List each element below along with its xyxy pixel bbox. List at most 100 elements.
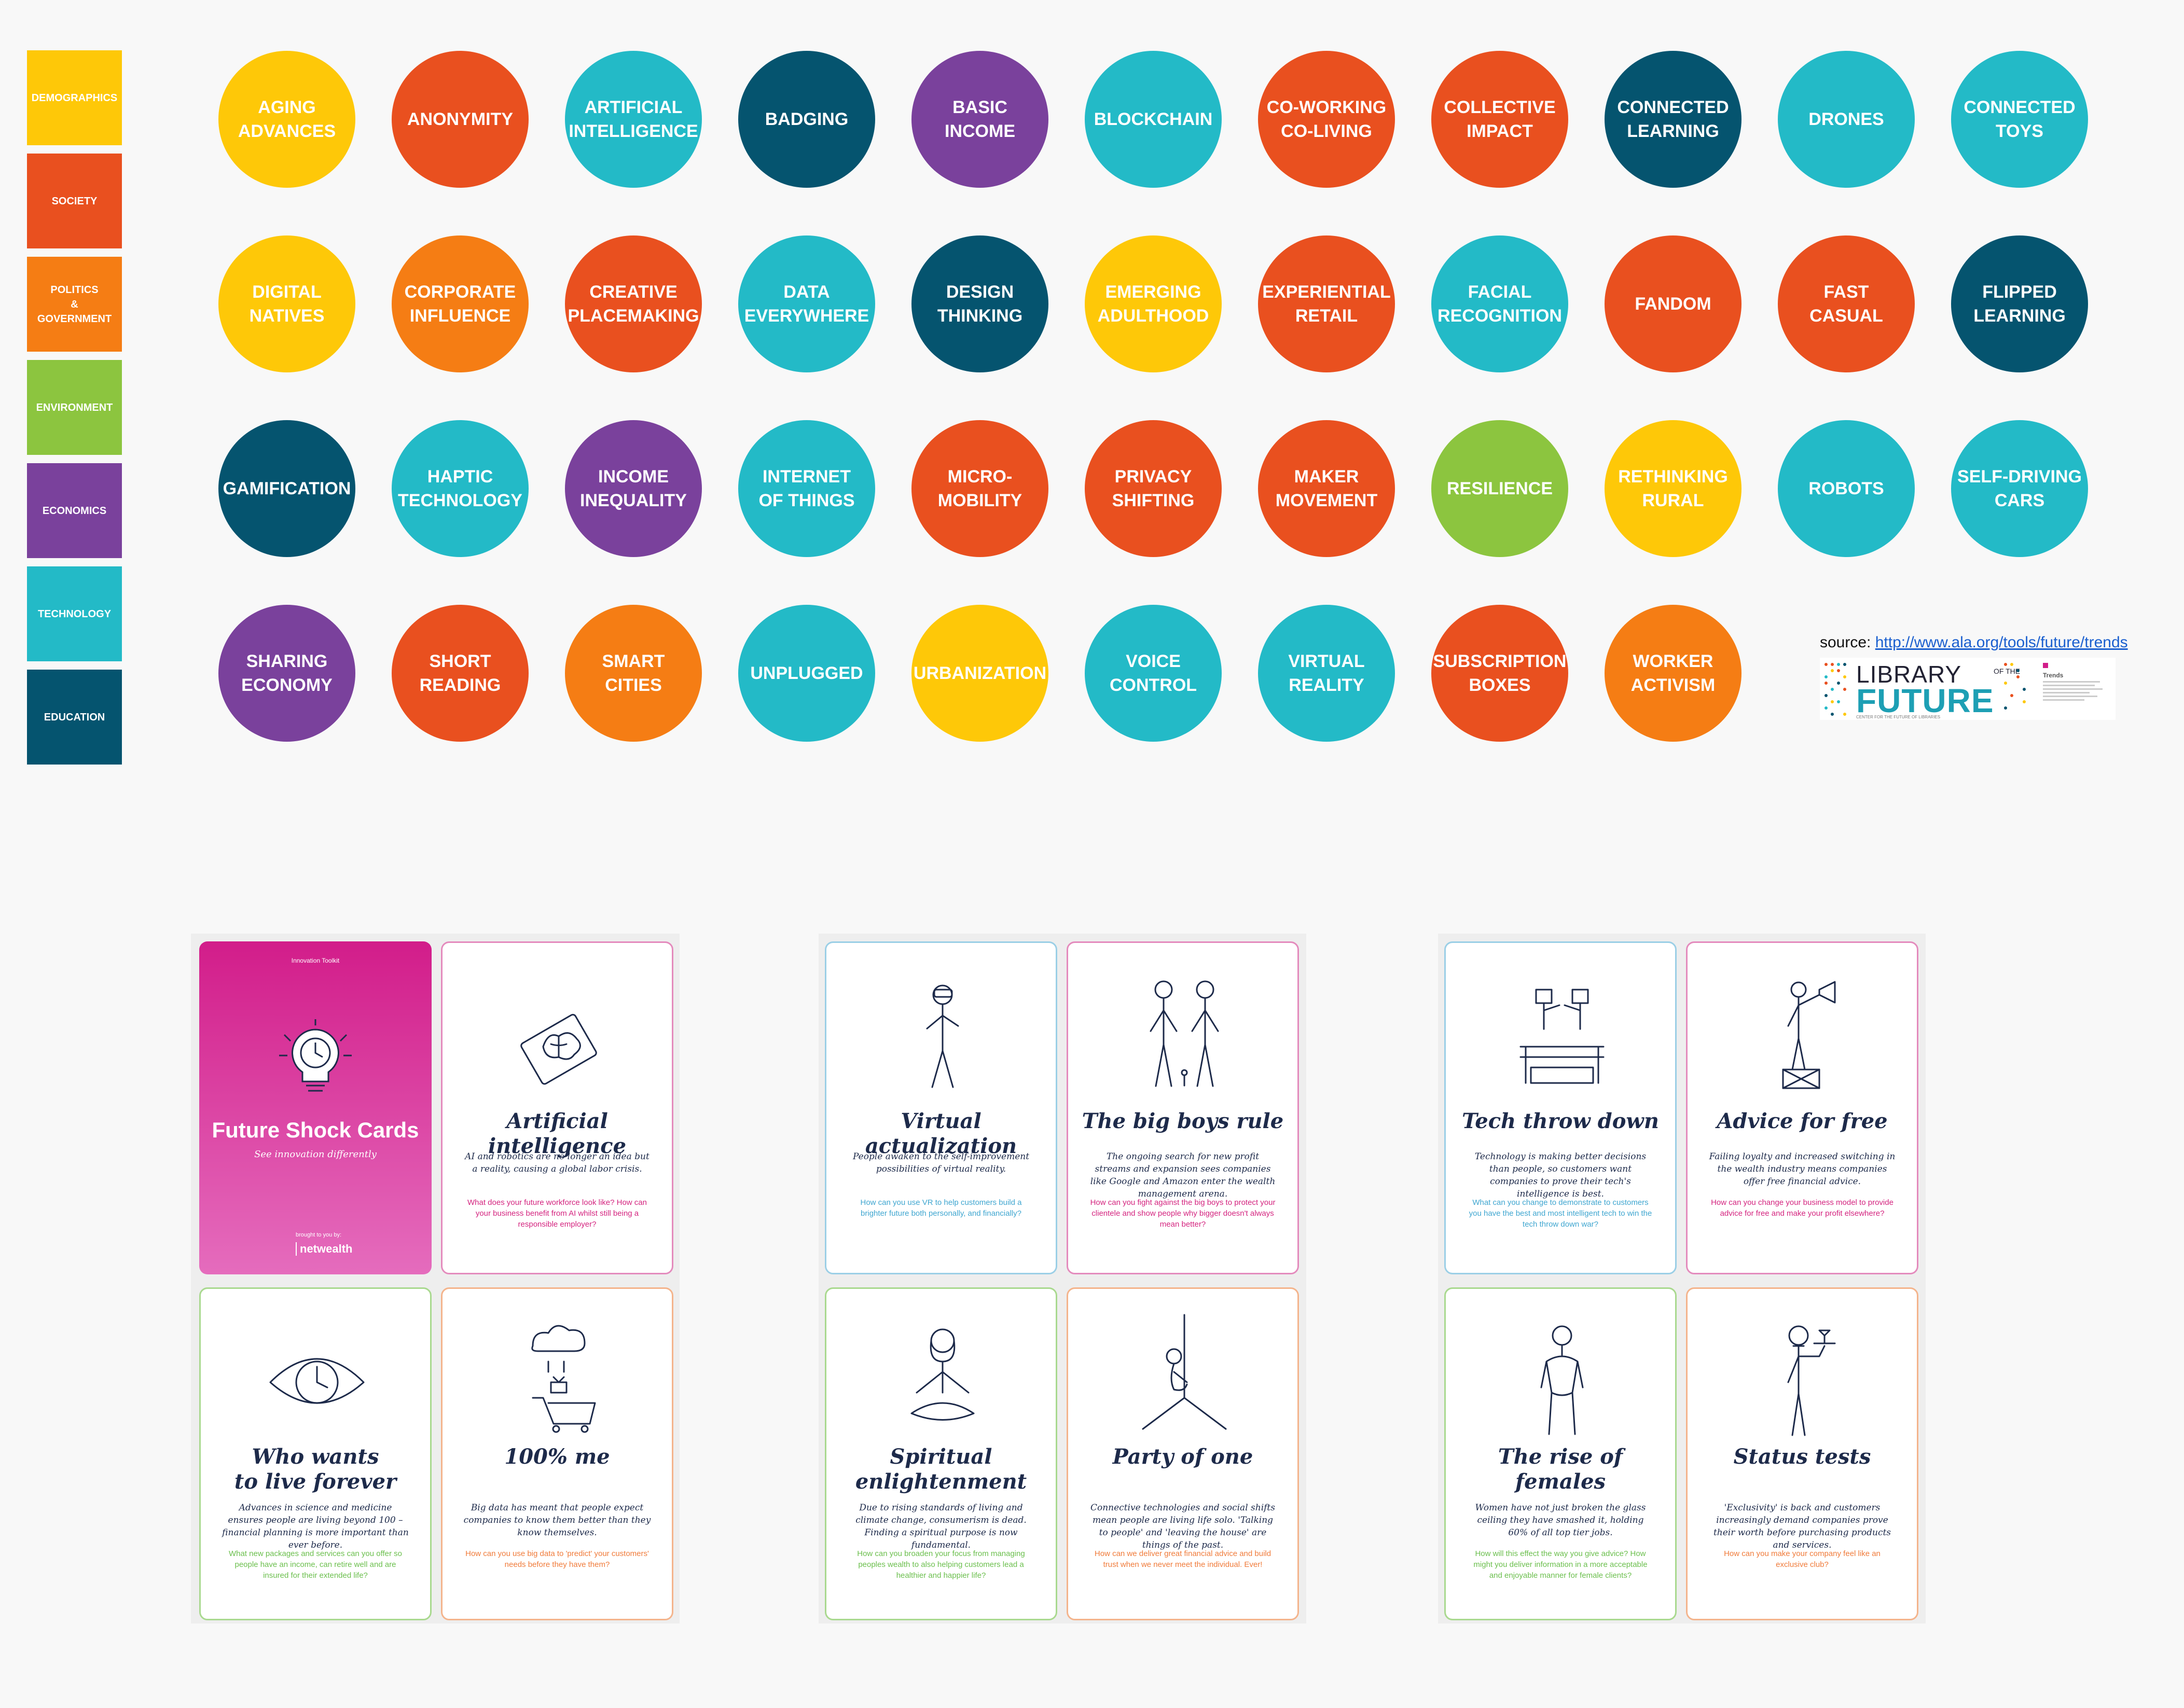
card-question: How can you make your company feel like … — [1724, 1549, 1881, 1569]
source-prefix: source: — [1820, 634, 1875, 651]
card-description: The ongoing search for new profit stream… — [1090, 1151, 1276, 1199]
card-question: What new packages and services can you o… — [228, 1549, 403, 1580]
cover-title: Future Shock Cards — [212, 1118, 419, 1142]
trend-gamification[interactable]: GAMIFICATION — [218, 420, 355, 557]
trend-blockchain[interactable]: BLOCKCHAIN — [1085, 51, 1222, 188]
giants-icon — [1150, 980, 1219, 1087]
library-of-the-future-logo: LIBRARY FUTURE OF THE CENTER FOR THE FUT… — [1820, 658, 2116, 720]
trend-basic-income[interactable]: BASIC INCOME — [911, 51, 1048, 188]
card-title: The rise of females — [1498, 1445, 1623, 1494]
trend-short-reading[interactable]: SHORT READING — [392, 605, 529, 742]
future-shock-card[interactable]: The rise of females Women have not just b… — [1444, 1287, 1677, 1620]
card-description: Big data has meant that people expect co… — [463, 1503, 651, 1538]
trend-corporate-influence[interactable]: CORPORATE INFLUENCE — [392, 235, 529, 372]
future-shock-card[interactable]: 100% me Big data has meant that people ex… — [441, 1287, 673, 1620]
future-shock-card[interactable]: Artificial intelligence AI and robotics a… — [441, 941, 673, 1274]
card-question: How can you change your business model t… — [1711, 1198, 1893, 1218]
card-description: Advances in science and medicine ensures… — [222, 1503, 409, 1550]
card-description: Connective technologies and social shift… — [1090, 1503, 1275, 1550]
trend-rethinking-rural[interactable]: RETHINKING RURAL — [1605, 420, 1741, 557]
trend-badging[interactable]: BADGING — [738, 51, 875, 188]
trend-urbanization[interactable]: URBANIZATION — [911, 605, 1048, 742]
future-shock-card[interactable]: Spiritual enlightenment Due to rising sta… — [825, 1287, 1057, 1620]
card-question: What does your future workforce look lik… — [467, 1198, 647, 1229]
trend-haptic-technology[interactable]: HAPTIC TECHNOLOGY — [392, 420, 529, 557]
trend-emerging-adulthood[interactable]: EMERGING ADULTHOOD — [1085, 235, 1222, 372]
lightbulb-clock-icon — [279, 1019, 352, 1092]
waiter-icon — [1787, 1325, 1836, 1436]
trend-fandom[interactable]: FANDOM — [1605, 235, 1741, 372]
future-shock-card[interactable]: Tech throw down Technology is making bett… — [1444, 941, 1677, 1274]
card-question: How can we deliver great financial advic… — [1094, 1549, 1271, 1569]
trend-design-thinking[interactable]: DESIGN THINKING — [911, 235, 1048, 372]
trend-self-driving-cars[interactable]: SELF-DRIVING CARS — [1951, 420, 2088, 557]
future-shock-card[interactable]: Who wants to live forever Advances in sci… — [199, 1287, 432, 1620]
logo-of-the: OF THE — [1994, 667, 2021, 675]
trend-sharing-economy[interactable]: SHARING ECONOMY — [218, 605, 355, 742]
card-title: Advice for free — [1717, 1109, 1888, 1133]
card-title: Tech throw down — [1462, 1109, 1659, 1133]
cover-brand: netwealth — [296, 1242, 352, 1256]
logo-dots-left-icon — [1824, 663, 1846, 716]
trend-connected-toys[interactable]: CONNECTED TOYS — [1951, 51, 2088, 188]
trend-virtual-reality[interactable]: VIRTUAL REALITY — [1258, 605, 1395, 742]
card-description: Technology is making better decisions th… — [1474, 1151, 1647, 1199]
future-shock-card[interactable]: Party of one Connective technologies and … — [1067, 1287, 1299, 1620]
card-description: Due to rising standards of living and cl… — [855, 1503, 1027, 1550]
card-question: How can you fight against the big boys t… — [1090, 1198, 1276, 1229]
trend-unplugged[interactable]: UNPLUGGED — [738, 605, 875, 742]
woman-icon — [1540, 1325, 1584, 1435]
legend-technology: TECHNOLOGY — [27, 566, 122, 661]
source-link[interactable]: http://www.ala.org/tools/future/trends — [1875, 634, 2128, 651]
trend-data-everywhere[interactable]: DATA EVERYWHERE — [738, 235, 875, 372]
trend-worker-activism[interactable]: WORKER ACTIVISM — [1605, 605, 1741, 742]
cover-card[interactable]: Innovation Toolkit Future Shock Cards Se… — [199, 941, 432, 1274]
trend-creative-placemaking[interactable]: CREATIVE PLACEMAKING — [565, 235, 702, 372]
future-shock-card[interactable]: Advice for free Failing loyalty and incre… — [1686, 941, 1918, 1274]
trend-micro-mobility[interactable]: MICRO- MOBILITY — [911, 420, 1048, 557]
trend-privacy-shifting[interactable]: PRIVACY SHIFTING — [1085, 420, 1222, 557]
card-title: Artificial intelligence — [488, 1109, 627, 1158]
cover-brought-by: brought to you by: — [296, 1232, 342, 1238]
card-title: 100% me — [504, 1445, 610, 1469]
robot-boxing-icon — [1519, 989, 1605, 1084]
trend-robots[interactable]: ROBOTS — [1778, 420, 1915, 557]
trend-fast-casual[interactable]: FAST CASUAL — [1778, 235, 1915, 372]
trend-subscription-boxes[interactable]: SUBSCRIPTION BOXES — [1431, 605, 1568, 742]
trend-internet-of-things[interactable]: INTERNET OF THINGS — [738, 420, 875, 557]
trend-maker-movement[interactable]: MAKER MOVEMENT — [1258, 420, 1395, 557]
legend-education: EDUCATION — [27, 670, 122, 765]
trend-collective-impact[interactable]: COLLECTIVE IMPACT — [1431, 51, 1568, 188]
trend-artificial-intelligence[interactable]: ARTIFICIAL INTELLIGENCE — [565, 51, 702, 188]
card-title: Spiritual enlightenment — [855, 1445, 1027, 1494]
legend-environment: ENVIRONMENT — [27, 360, 122, 455]
trend-resilience[interactable]: RESILIENCE — [1431, 420, 1568, 557]
trend-income-inequality[interactable]: INCOME INEQUALITY — [565, 420, 702, 557]
card-title: Virtual actualization — [865, 1109, 1017, 1158]
trend-experiential-retail[interactable]: EXPERIENTIAL RETAIL — [1258, 235, 1395, 372]
trend-facial-recognition[interactable]: FACIAL RECOGNITION — [1431, 235, 1568, 372]
card-title: Status tests — [1733, 1445, 1871, 1469]
trend-anonymity[interactable]: ANONYMITY — [392, 51, 529, 188]
logo-line1: LIBRARY — [1856, 661, 1962, 688]
trend-flipped-learning[interactable]: FLIPPED LEARNING — [1951, 235, 2088, 372]
trend-connected-learning[interactable]: CONNECTED LEARNING — [1605, 51, 1741, 188]
trend-co-working-co-living[interactable]: CO-WORKING CO-LIVING — [1258, 51, 1395, 188]
legend-label: POLITICS & GOVERNMENT — [37, 284, 112, 325]
card-description: People awaken to the self-improvement po… — [852, 1151, 1030, 1174]
mini-title: Trends — [2043, 672, 2064, 679]
trend-smart-cities[interactable]: SMART CITIES — [565, 605, 702, 742]
legend-label: TECHNOLOGY — [37, 608, 112, 620]
legend-label: DEMOGRAPHICS — [31, 92, 118, 104]
logo-dots-right-icon — [2004, 663, 2026, 710]
trend-aging-advances[interactable]: AGING ADVANCES — [218, 51, 355, 188]
trend-drones[interactable]: DRONES — [1778, 51, 1915, 188]
trend-voice-control[interactable]: VOICE CONTROL — [1085, 605, 1222, 742]
future-shock-card[interactable]: The big boys rule The ongoing search for … — [1067, 941, 1299, 1274]
card-title: Party of one — [1112, 1445, 1253, 1469]
meditation-icon — [910, 1328, 975, 1421]
future-shock-card[interactable]: Virtual actualization People awaken to th… — [825, 941, 1057, 1274]
megaphone-person-icon — [1782, 981, 1836, 1089]
trend-digital-natives[interactable]: DIGITAL NATIVES — [218, 235, 355, 372]
future-shock-card[interactable]: Status tests 'Exclusivity' is back and cu… — [1686, 1287, 1918, 1620]
